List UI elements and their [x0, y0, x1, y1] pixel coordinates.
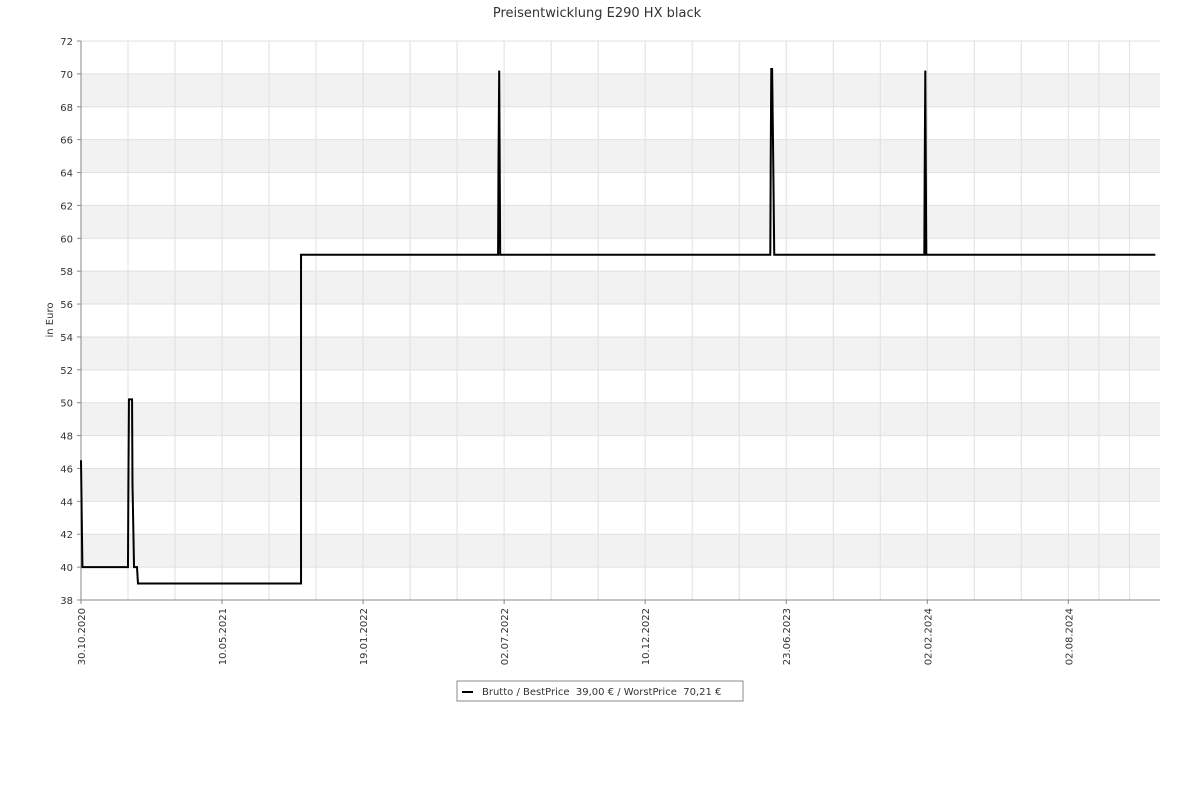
price-line	[80, 67, 1156, 585]
x-tick-label: 02.08.2024	[1064, 608, 1075, 665]
y-tick-label: 60	[60, 234, 73, 245]
y-tick-label: 72	[60, 37, 73, 48]
x-tick-label: 30.10.2020	[77, 608, 88, 665]
grid-band	[81, 534, 1160, 568]
y-tick-label: 38	[60, 596, 73, 607]
grid-band	[81, 205, 1160, 239]
y-tick-label: 66	[60, 136, 73, 147]
chart-title: Preisentwicklung E290 HX black	[493, 6, 702, 21]
grid-band	[81, 336, 1160, 370]
grid-band	[81, 271, 1160, 305]
grid-band	[81, 73, 1160, 107]
x-tick-label: 19.01.2022	[359, 608, 370, 665]
y-tick-label: 52	[60, 366, 73, 377]
x-tick-label: 10.05.2021	[218, 608, 229, 665]
y-tick-label: 54	[60, 333, 73, 344]
legend-label: Brutto / BestPrice 39,00 € / WorstPrice …	[482, 687, 721, 698]
y-tick-label: 40	[60, 563, 73, 574]
grid-band	[81, 468, 1160, 502]
y-tick-label: 56	[60, 300, 73, 311]
y-tick-label: 44	[60, 497, 73, 508]
y-tick-label: 46	[60, 464, 73, 475]
x-tick-label: 02.07.2022	[500, 608, 511, 665]
y-tick-label: 70	[60, 70, 73, 81]
y-tick-label: 42	[60, 530, 73, 541]
grid-band	[81, 402, 1160, 436]
y-tick-label: 64	[60, 169, 73, 180]
x-tick-label: 02.02.2024	[923, 608, 934, 665]
y-tick-label: 68	[60, 103, 73, 114]
y-tick-label: 50	[60, 399, 73, 410]
x-tick-label: 23.06.2023	[782, 608, 793, 665]
grid-band	[81, 139, 1160, 173]
y-axis-label: in Euro	[45, 303, 56, 338]
legend-box	[456, 680, 744, 702]
y-tick-label: 62	[60, 201, 73, 212]
y-tick-label: 48	[60, 432, 73, 443]
y-tick-label: 58	[60, 267, 73, 278]
x-tick-label: 10.12.2022	[641, 608, 652, 665]
